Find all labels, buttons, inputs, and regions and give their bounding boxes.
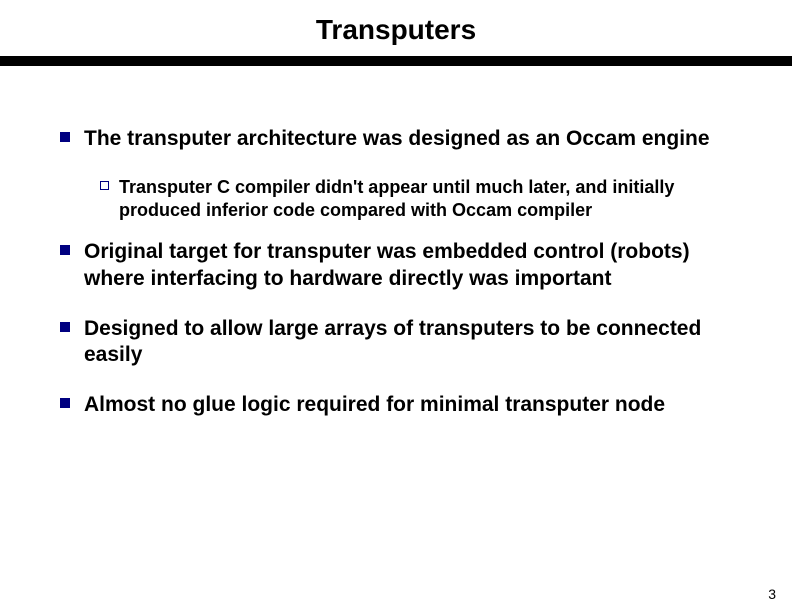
square-bullet-icon bbox=[60, 398, 70, 408]
square-bullet-icon bbox=[60, 132, 70, 142]
page-number: 3 bbox=[768, 586, 776, 602]
square-bullet-icon bbox=[60, 322, 70, 332]
title-divider bbox=[0, 56, 792, 66]
slide-title: Transputers bbox=[0, 0, 792, 56]
slide: { "title": "Transputers", "title_fontsiz… bbox=[0, 0, 792, 612]
bullet-item: Original target for transputer was embed… bbox=[60, 239, 732, 292]
bullet-item: Almost no glue logic required for minima… bbox=[60, 392, 732, 418]
sub-bullet-item: Transputer C compiler didn't appear unti… bbox=[100, 176, 732, 221]
bullet-text: Designed to allow large arrays of transp… bbox=[84, 316, 732, 369]
bullet-text: The transputer architecture was designed… bbox=[84, 126, 710, 152]
bullet-text: Almost no glue logic required for minima… bbox=[84, 392, 665, 418]
hollow-square-bullet-icon bbox=[100, 181, 109, 190]
bullet-item: The transputer architecture was designed… bbox=[60, 126, 732, 152]
bullet-text: Original target for transputer was embed… bbox=[84, 239, 732, 292]
slide-body: The transputer architecture was designed… bbox=[0, 66, 792, 419]
square-bullet-icon bbox=[60, 245, 70, 255]
sub-bullet-text: Transputer C compiler didn't appear unti… bbox=[119, 176, 732, 221]
bullet-item: Designed to allow large arrays of transp… bbox=[60, 316, 732, 369]
sub-list: Transputer C compiler didn't appear unti… bbox=[100, 176, 732, 221]
